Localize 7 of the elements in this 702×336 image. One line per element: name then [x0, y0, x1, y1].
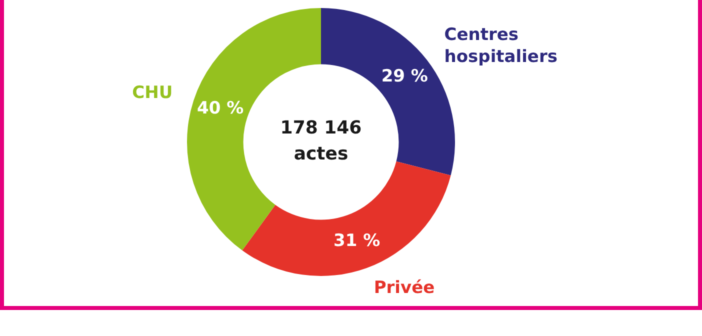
data-label: 29 % — [381, 66, 428, 87]
slice-label: Centres hospitaliers — [444, 24, 558, 67]
data-label: 31 % — [334, 231, 380, 252]
slice-label: Privée — [374, 278, 435, 298]
slice-label: CHU — [132, 83, 173, 104]
text: 178 146 actes — [280, 118, 362, 165]
data-label: 40 % — [197, 98, 244, 119]
